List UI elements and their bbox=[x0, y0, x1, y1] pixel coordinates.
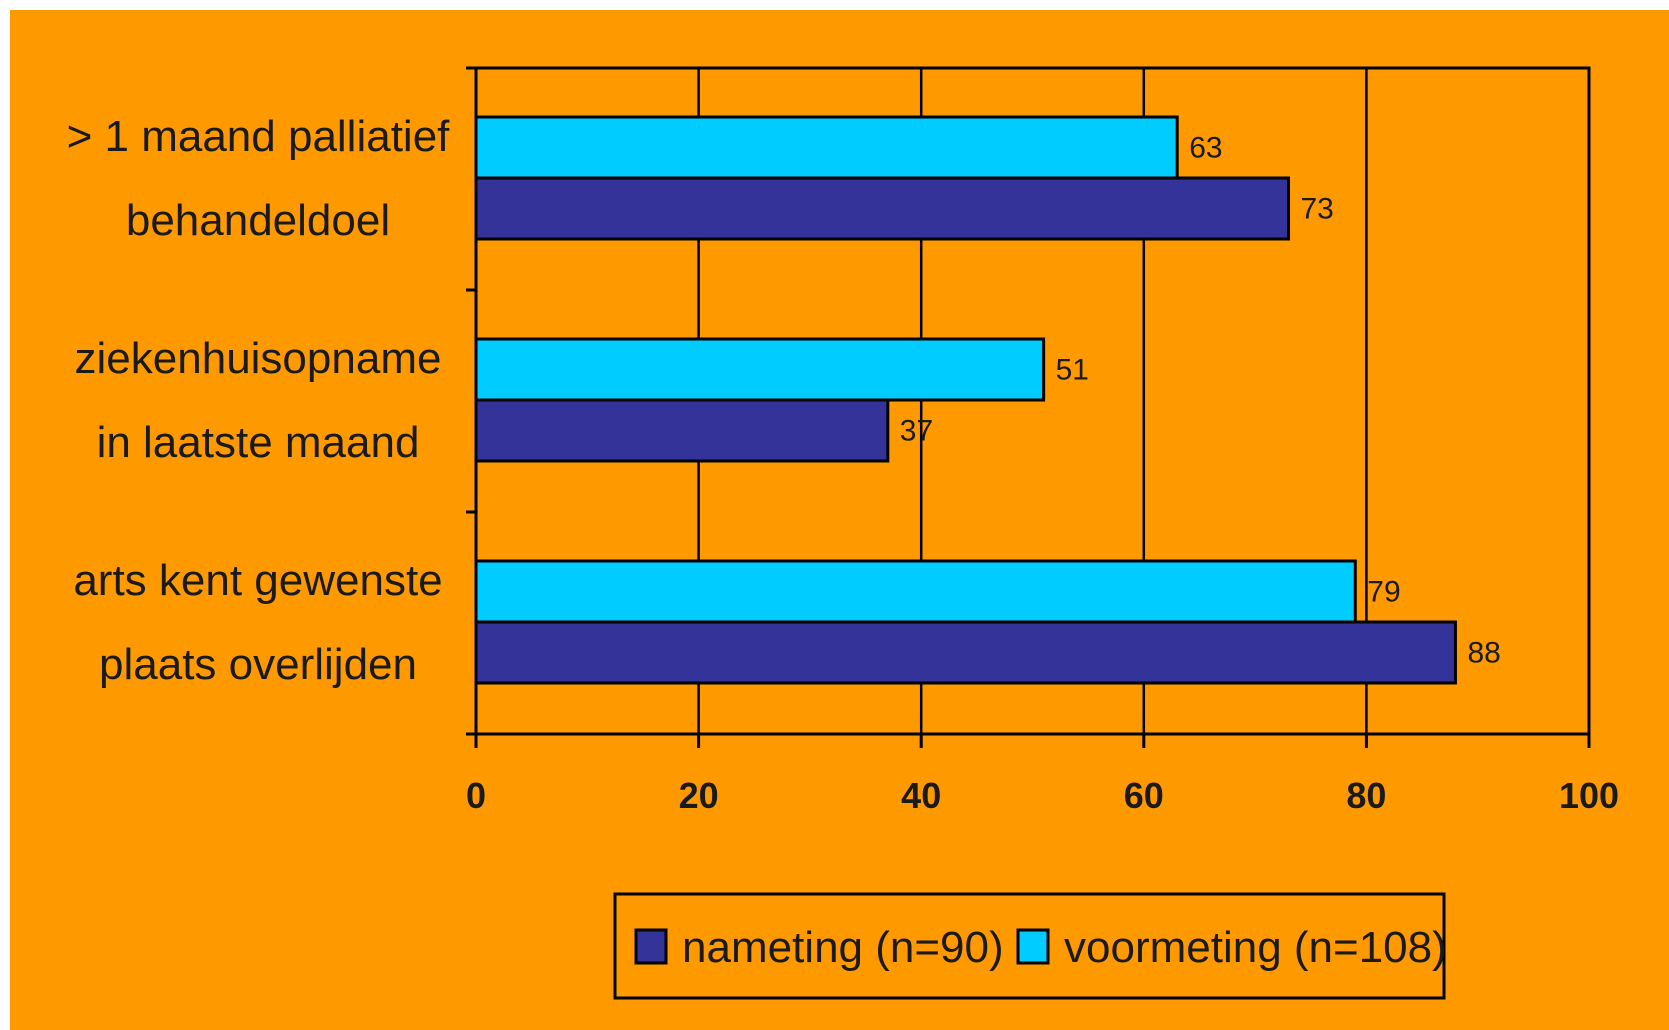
bar-0-0 bbox=[474, 115, 1179, 180]
data-label-1-1: 37 bbox=[900, 415, 933, 448]
legend-box bbox=[613, 892, 1446, 1000]
bar-0-1 bbox=[474, 176, 1290, 241]
bar-2-0 bbox=[474, 559, 1357, 624]
category-label-1-1: in laatste maand bbox=[97, 418, 420, 467]
x-tick-label-40: 40 bbox=[901, 775, 941, 816]
plot-frame bbox=[474, 66, 1591, 736]
legend-label-1: voormeting (n=108) bbox=[1064, 923, 1447, 972]
bar-2-1 bbox=[474, 620, 1457, 685]
data-label-0-1: 73 bbox=[1300, 193, 1333, 226]
bar-layer bbox=[474, 115, 1457, 685]
category-label-2-1: plaats overlijden bbox=[99, 640, 417, 689]
x-tick-label-80: 80 bbox=[1346, 775, 1386, 816]
category-label-1-0: ziekenhuisopname bbox=[75, 334, 442, 383]
x-tick-label-100: 100 bbox=[1559, 775, 1619, 816]
category-label-0-0: > 1 maand palliatief bbox=[67, 112, 451, 161]
legend-swatch-0 bbox=[634, 928, 668, 965]
label-layer: 0 20 40 60 80 100 63 73 > 1 maand palliatief beha… bbox=[67, 112, 1619, 816]
data-label-2-0: 79 bbox=[1367, 576, 1400, 609]
x-tick-label-60: 60 bbox=[1124, 775, 1164, 816]
x-tick-label-0: 0 bbox=[466, 775, 486, 816]
bar-1-1 bbox=[474, 398, 890, 463]
category-label-2-0: arts kent gewenste bbox=[73, 556, 442, 605]
legend-label-0: nameting (n=90) bbox=[682, 923, 1004, 972]
axis-layer bbox=[466, 66, 1591, 748]
legend: nameting (n=90) voormeting (n=108) bbox=[613, 892, 1447, 1000]
category-label-0-1: behandeldoel bbox=[126, 196, 390, 245]
data-label-2-1: 88 bbox=[1467, 637, 1500, 670]
bar-1-0 bbox=[474, 337, 1046, 402]
x-tick-label-20: 20 bbox=[679, 775, 719, 816]
data-label-0-0: 63 bbox=[1189, 132, 1222, 165]
legend-swatch-1 bbox=[1016, 928, 1050, 965]
data-label-1-0: 51 bbox=[1056, 354, 1089, 387]
